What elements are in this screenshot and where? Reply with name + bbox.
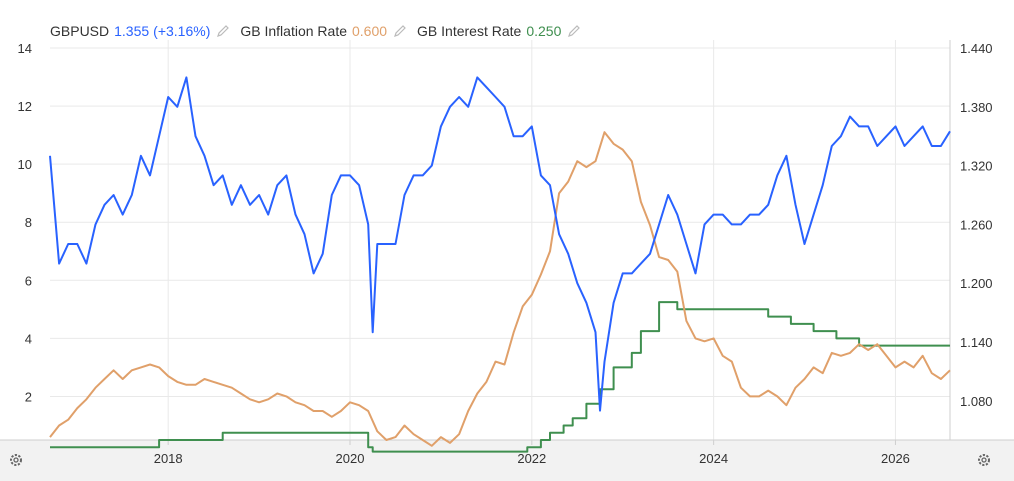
- y-left-tick-label: 14: [18, 41, 32, 56]
- series-lines: [49, 76, 951, 453]
- legend-name: GBPUSD: [50, 23, 110, 39]
- y-right-tick-label: 1.260: [960, 217, 993, 232]
- axes: [0, 40, 1014, 481]
- pencil-icon[interactable]: [567, 24, 581, 38]
- y-right-tick-label: 1.440: [960, 41, 993, 56]
- legend-item-gb-interest-rate[interactable]: GB Interest Rate 0.250: [417, 23, 581, 39]
- legend-item-gbpusd[interactable]: GBPUSD 1.355 (+3.16%): [50, 23, 230, 39]
- series-line-gb-interest-rate: [50, 301, 950, 453]
- tick-labels: 2 4 6 8 10 12 14 1.080 1.140 1.200 1.260 1.320 1.380…: [18, 41, 993, 466]
- y-left-tick-label: 2: [25, 389, 32, 404]
- y-left-tick-label: 10: [18, 157, 32, 172]
- gear-icon[interactable]: [976, 452, 992, 468]
- legend-name: GB Inflation Rate: [240, 23, 347, 39]
- y-left-tick-label: 4: [25, 331, 32, 346]
- y-left-tick-label: 6: [25, 273, 32, 288]
- series-line-gb-inflation-rate: [49, 131, 951, 447]
- gear-icon[interactable]: [8, 452, 24, 468]
- legend-value: 1.355: [114, 23, 150, 39]
- grid: [50, 40, 950, 440]
- y-right-tick-label: 1.140: [960, 335, 993, 350]
- y-right-tick-label: 1.320: [960, 159, 993, 174]
- x-tick-label: 2018: [154, 451, 183, 466]
- y-right-tick-label: 1.200: [960, 276, 993, 291]
- legend-change: (+3.16%): [153, 23, 211, 39]
- y-left-tick-label: 8: [25, 215, 32, 230]
- y-right-tick-label: 1.380: [960, 100, 993, 115]
- y-left-tick-label: 12: [18, 99, 32, 114]
- x-tick-label: 2024: [699, 451, 728, 466]
- pencil-icon[interactable]: [393, 24, 407, 38]
- legend-value: 0.600: [352, 23, 388, 39]
- x-axis-band: [0, 440, 1014, 481]
- legend: GBPUSD 1.355 (+3.16%) GB Inflation Rate …: [50, 21, 591, 41]
- series-line-gbpusd: [49, 76, 951, 412]
- legend-item-gb-inflation-rate[interactable]: GB Inflation Rate 0.600: [240, 23, 407, 39]
- x-tick-label: 2020: [336, 451, 365, 466]
- x-tick-label: 2026: [881, 451, 910, 466]
- legend-value: 0.250: [526, 23, 562, 39]
- y-right-tick-label: 1.080: [960, 394, 993, 409]
- legend-name: GB Interest Rate: [417, 23, 522, 39]
- x-tick-label: 2022: [517, 451, 546, 466]
- pencil-icon[interactable]: [216, 24, 230, 38]
